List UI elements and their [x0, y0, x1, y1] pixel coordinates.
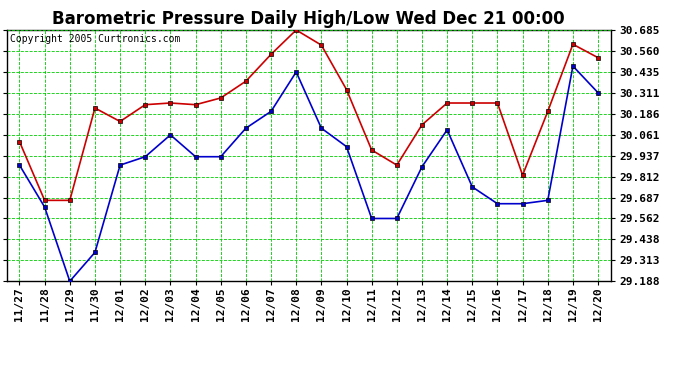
Title: Barometric Pressure Daily High/Low Wed Dec 21 00:00: Barometric Pressure Daily High/Low Wed D… [52, 10, 565, 28]
Text: Copyright 2005 Curtronics.com: Copyright 2005 Curtronics.com [10, 34, 180, 44]
